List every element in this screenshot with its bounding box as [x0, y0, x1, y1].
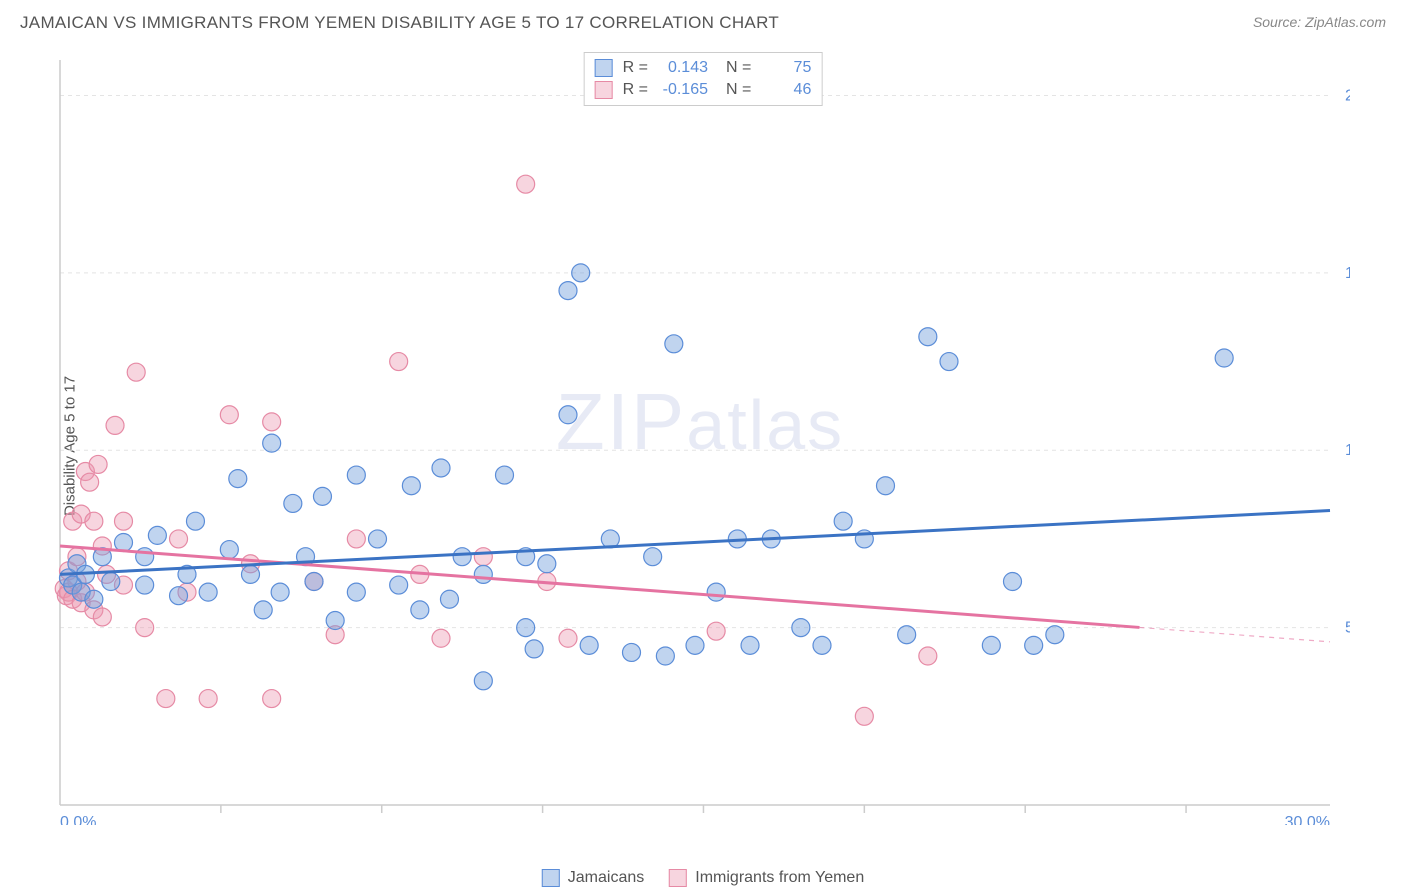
source-attribution: Source: ZipAtlas.com	[1253, 14, 1386, 32]
stats-legend: R = 0.143 N = 75 R = -0.165 N = 46	[584, 52, 823, 106]
svg-text:30.0%: 30.0%	[1285, 814, 1330, 825]
chart-title: JAMAICAN VS IMMIGRANTS FROM YEMEN DISABI…	[20, 13, 779, 33]
chart-area: 5.0%10.0%15.0%20.0%0.0%30.0% ZIPatlas	[50, 50, 1350, 825]
scatter-plot: 5.0% 10.0% 15.0% 20.0% 0.0% 30.0%	[50, 50, 1350, 825]
svg-text:15.0%: 15.0%	[1345, 265, 1350, 282]
swatch-pink-icon	[595, 81, 613, 99]
series-legend: Jamaicans Immigrants from Yemen	[542, 869, 864, 887]
svg-text:10.0%: 10.0%	[1345, 442, 1350, 459]
swatch-pink-icon	[669, 869, 687, 887]
legend-item-yemen: Immigrants from Yemen	[669, 869, 864, 887]
swatch-blue-icon	[542, 869, 560, 887]
stats-row-yemen: R = -0.165 N = 46	[595, 79, 812, 101]
svg-text:0.0%: 0.0%	[60, 814, 96, 825]
legend-item-jamaicans: Jamaicans	[542, 869, 644, 887]
svg-text:5.0%: 5.0%	[1345, 620, 1350, 637]
stats-row-jamaicans: R = 0.143 N = 75	[595, 57, 812, 79]
svg-text:20.0%: 20.0%	[1345, 87, 1350, 104]
swatch-blue-icon	[595, 59, 613, 77]
